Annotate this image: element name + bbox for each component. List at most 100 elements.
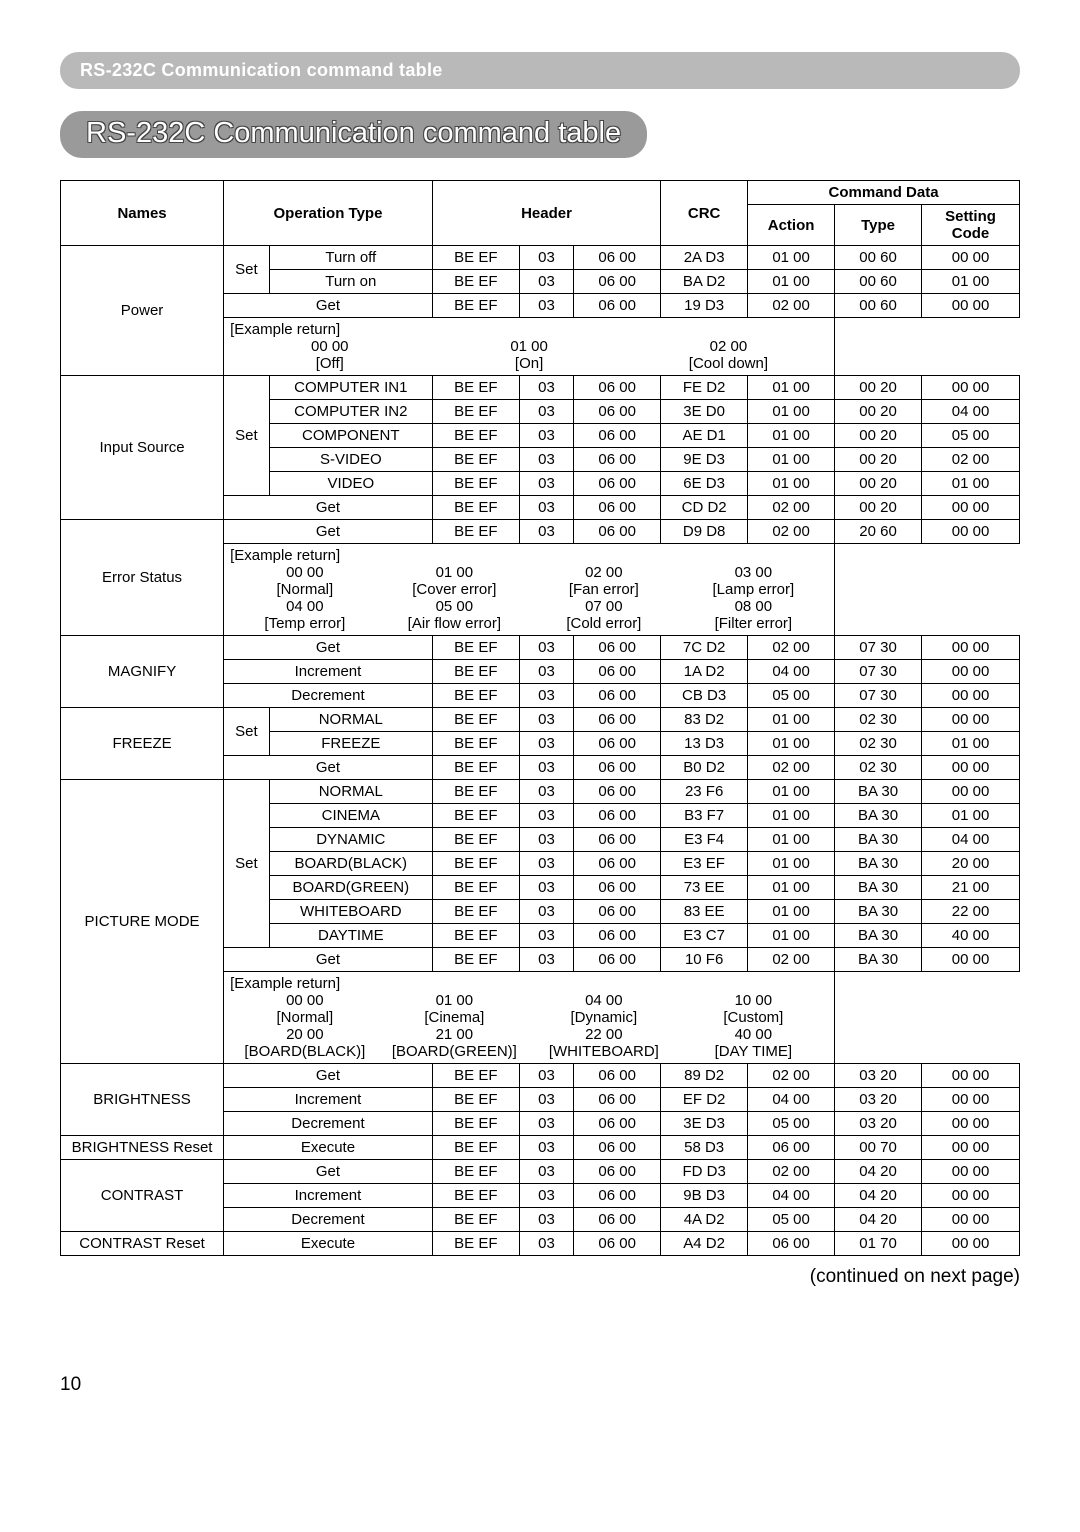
cell-setting: 02 00 (922, 448, 1020, 472)
cell-crc: E3 F4 (661, 828, 748, 852)
cell-action: 01 00 (748, 876, 835, 900)
cell-setting: 04 00 (922, 400, 1020, 424)
cell-type: 00 20 (835, 448, 922, 472)
cell-header3: 06 00 (574, 246, 661, 270)
cell-setting: 00 00 (922, 246, 1020, 270)
cell-header2: 03 (519, 660, 573, 684)
cell-header3: 06 00 (574, 424, 661, 448)
cell-header1: BE EF (432, 876, 519, 900)
cell-header2: 03 (519, 424, 573, 448)
continued-note: (continued on next page) (60, 1266, 1020, 1288)
cell-type: BA 30 (835, 804, 922, 828)
cell-type: 00 20 (835, 376, 922, 400)
cell-action: 01 00 (748, 400, 835, 424)
cell-action: 01 00 (748, 780, 835, 804)
cell-crc: AE D1 (661, 424, 748, 448)
cell-op-value: VIDEO (269, 472, 432, 496)
cell-header1: BE EF (432, 1136, 519, 1160)
cell-crc: B0 D2 (661, 756, 748, 780)
cell-header2: 03 (519, 1136, 573, 1160)
cell-op-value: FREEZE (269, 732, 432, 756)
cell-op-value: CINEMA (269, 804, 432, 828)
cell-operation: Execute (224, 1232, 433, 1256)
cell-setting: 00 00 (922, 636, 1020, 660)
col-header: Header (432, 181, 660, 246)
cell-type: BA 30 (835, 948, 922, 972)
cell-header1: BE EF (432, 732, 519, 756)
cell-header3: 06 00 (574, 376, 661, 400)
cell-setting: 01 00 (922, 732, 1020, 756)
cell-header1: BE EF (432, 1208, 519, 1232)
cell-setting: 00 00 (922, 1112, 1020, 1136)
cell-header1: BE EF (432, 756, 519, 780)
cell-type: 03 20 (835, 1088, 922, 1112)
cell-header1: BE EF (432, 852, 519, 876)
cell-crc: E3 C7 (661, 924, 748, 948)
cell-name: MAGNIFY (61, 636, 224, 708)
cell-action: 06 00 (748, 1232, 835, 1256)
cell-crc: 83 D2 (661, 708, 748, 732)
cell-header1: BE EF (432, 376, 519, 400)
cell-header2: 03 (519, 876, 573, 900)
cell-header3: 06 00 (574, 924, 661, 948)
cell-header2: 03 (519, 376, 573, 400)
cell-header1: BE EF (432, 948, 519, 972)
cell-header3: 06 00 (574, 496, 661, 520)
command-table: Names Operation Type Header CRC Command … (60, 180, 1020, 1256)
page-number: 10 (60, 1374, 1020, 1396)
cell-header2: 03 (519, 294, 573, 318)
cell-header2: 03 (519, 472, 573, 496)
cell-type: 07 30 (835, 660, 922, 684)
cell-op-type: Set (224, 246, 270, 294)
cell-action: 02 00 (748, 948, 835, 972)
cell-name: CONTRAST (61, 1160, 224, 1232)
cell-action: 01 00 (748, 924, 835, 948)
cell-header1: BE EF (432, 496, 519, 520)
cell-action: 01 00 (748, 472, 835, 496)
cell-crc: CD D2 (661, 496, 748, 520)
cell-name: CONTRAST Reset (61, 1232, 224, 1256)
cell-type: 07 30 (835, 684, 922, 708)
cell-header3: 06 00 (574, 270, 661, 294)
col-type: Type (835, 205, 922, 246)
cell-op-value: WHITEBOARD (269, 900, 432, 924)
cell-setting: 00 00 (922, 948, 1020, 972)
cell-header3: 06 00 (574, 684, 661, 708)
cell-header2: 03 (519, 852, 573, 876)
cell-header3: 06 00 (574, 732, 661, 756)
cell-operation: Get (224, 294, 433, 318)
cell-action: 01 00 (748, 448, 835, 472)
table-row: CONTRASTGetBE EF0306 00FD D302 0004 2000… (61, 1160, 1020, 1184)
cell-action: 05 00 (748, 684, 835, 708)
cell-header1: BE EF (432, 660, 519, 684)
cell-type: 00 20 (835, 424, 922, 448)
cell-crc: 3E D0 (661, 400, 748, 424)
cell-type: 02 30 (835, 708, 922, 732)
cell-header1: BE EF (432, 780, 519, 804)
cell-type: 20 60 (835, 520, 922, 544)
cell-crc: CB D3 (661, 684, 748, 708)
cell-action: 01 00 (748, 424, 835, 448)
cell-crc: 9B D3 (661, 1184, 748, 1208)
cell-header3: 06 00 (574, 780, 661, 804)
cell-crc: 6E D3 (661, 472, 748, 496)
cell-header3: 06 00 (574, 948, 661, 972)
cell-operation: Increment (224, 1088, 433, 1112)
table-row: MAGNIFYGetBE EF0306 007C D202 0007 3000 … (61, 636, 1020, 660)
cell-operation: Increment (224, 660, 433, 684)
cell-operation: Get (224, 496, 433, 520)
cell-setting: 00 00 (922, 376, 1020, 400)
cell-header2: 03 (519, 636, 573, 660)
cell-crc: 4A D2 (661, 1208, 748, 1232)
section-banner: RS-232C Communication command table (60, 52, 1020, 89)
cell-setting: 05 00 (922, 424, 1020, 448)
cell-operation: Decrement (224, 684, 433, 708)
cell-header1: BE EF (432, 636, 519, 660)
cell-header2: 03 (519, 1232, 573, 1256)
cell-name: BRIGHTNESS Reset (61, 1136, 224, 1160)
cell-op-value: COMPUTER IN2 (269, 400, 432, 424)
cell-setting: 00 00 (922, 1160, 1020, 1184)
cell-setting: 00 00 (922, 708, 1020, 732)
cell-header1: BE EF (432, 684, 519, 708)
col-names: Names (61, 181, 224, 246)
